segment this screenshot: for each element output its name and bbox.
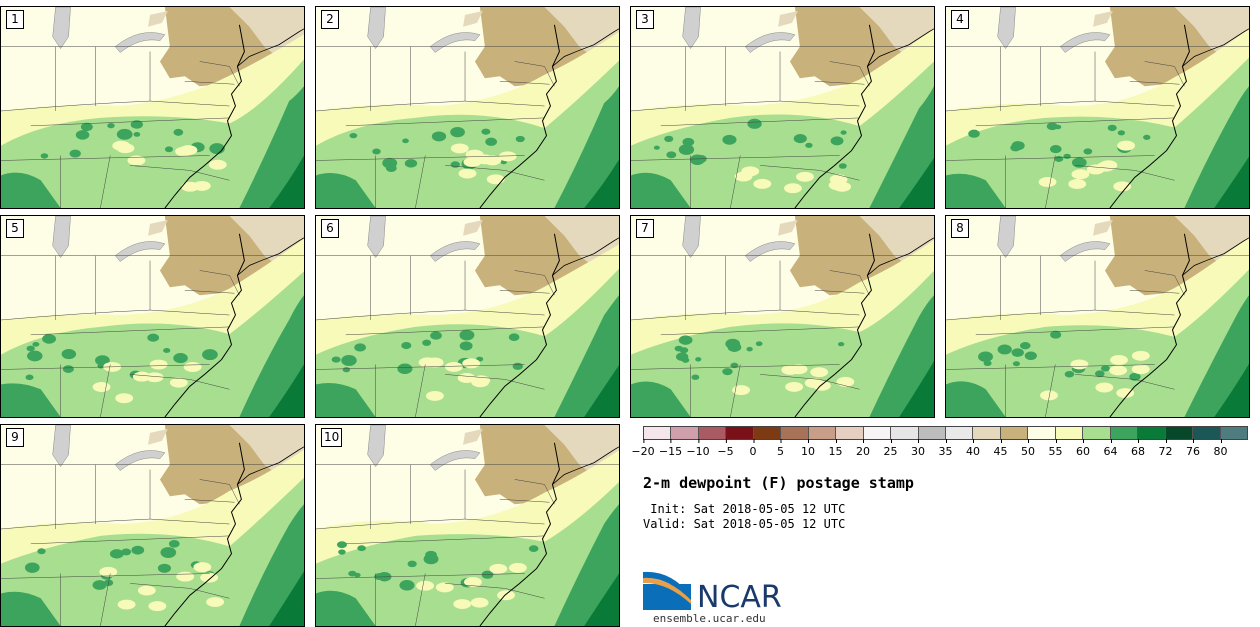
colorbar-tick-label: 15 [829,439,843,458]
dewpoint-map [946,216,1249,417]
colorbar-swatch [781,427,809,439]
colorbar-tick-label: 80 [1214,439,1228,458]
dewpoint-map [631,7,934,208]
colorbar-swatch [1028,427,1056,439]
valid-time: Valid: Sat 2018-05-05 12 UTC [643,517,846,531]
map-panel-9: 9 [0,424,305,627]
colorbar-tick-label: −20 [631,439,655,458]
colorbar-tick-label: −15 [659,439,682,458]
colorbar-swatch [644,427,672,439]
map-panel-10: 10 [315,424,620,627]
colorbar-swatch [918,427,946,439]
colorbar-swatch [863,427,892,439]
colorbar-swatch [1193,427,1221,439]
member-label: 5 [6,219,24,238]
colorbar-swatch [836,427,864,439]
colorbar-ticks: −20 −15 −10 −5 0 5 10 15 20 25 30 35 40 45 50 55 60 64 68 7… [631,439,1248,460]
dewpoint-map [316,216,619,417]
colorbar-tick-label: 64 [1104,439,1118,458]
colorbar-tick-label: 35 [939,439,953,458]
colorbar-swatch [753,427,782,439]
colorbar-swatch [1138,427,1166,439]
colorbar [643,426,1248,440]
colorbar-swatch [1000,427,1029,439]
member-label: 1 [6,10,24,29]
map-panel-8: 8 [945,215,1250,418]
colorbar-tick-label: 72 [1159,439,1173,458]
init-time: Init: Sat 2018-05-05 12 UTC [643,502,846,516]
dewpoint-map [316,7,619,208]
map-panel-5: 5 [0,215,305,418]
logo-text: NCAR [697,580,782,615]
colorbar-swatch [1055,427,1084,439]
colorbar-swatch [891,427,919,439]
colorbar-tick-label: 76 [1186,439,1200,458]
dewpoint-map [1,425,304,626]
map-panel-3: 3 [630,6,935,209]
colorbar-swatch [1083,427,1111,439]
colorbar-tick-label: 0 [750,439,757,458]
site-url: ensemble.ucar.edu [653,612,766,625]
ncar-logo-icon [643,571,691,610]
member-label: 2 [321,10,339,29]
dewpoint-map [1,7,304,208]
colorbar-tick-label: −10 [686,439,710,458]
colorbar-tick-label: 30 [911,439,925,458]
member-label: 6 [321,219,339,238]
colorbar-swatch [726,427,754,439]
colorbar-tick-label: 20 [856,439,870,458]
colorbar-swatch [698,427,727,439]
colorbar-swatch [1165,427,1194,439]
member-label: 3 [636,10,654,29]
colorbar-swatch [945,427,974,439]
colorbar-tick-label: 10 [801,439,815,458]
map-panel-1: 1 [0,6,305,209]
member-label: 8 [951,219,969,238]
colorbar-tick-label: −5 [717,439,734,458]
colorbar-tick-label: 55 [1049,439,1063,458]
colorbar-swatch [1110,427,1139,439]
map-panel-7: 7 [630,215,935,418]
colorbar-swatch [671,427,699,439]
member-label: 9 [6,428,24,447]
colorbar-tick-label: 68 [1131,439,1145,458]
colorbar-tick-label: 5 [777,439,784,458]
colorbar-swatch [808,427,837,439]
colorbar-tick-label: 25 [884,439,898,458]
colorbar-tick-label: 60 [1076,439,1090,458]
member-label: 7 [636,219,654,238]
member-label: 10 [321,428,343,447]
dewpoint-map [946,7,1249,208]
colorbar-swatch [1220,427,1247,439]
colorbar-tick-label: 40 [966,439,980,458]
colorbar-tick-label: 45 [994,439,1008,458]
chart-title: 2-m dewpoint (F) postage stamp [643,474,914,492]
dewpoint-map [631,216,934,417]
dewpoint-map [1,216,304,417]
dewpoint-map [316,425,619,626]
map-panel-6: 6 [315,215,620,418]
colorbar-tick-label: 50 [1021,439,1035,458]
map-panel-2: 2 [315,6,620,209]
member-label: 4 [951,10,969,29]
colorbar-swatch [973,427,1001,439]
map-panel-4: 4 [945,6,1250,209]
